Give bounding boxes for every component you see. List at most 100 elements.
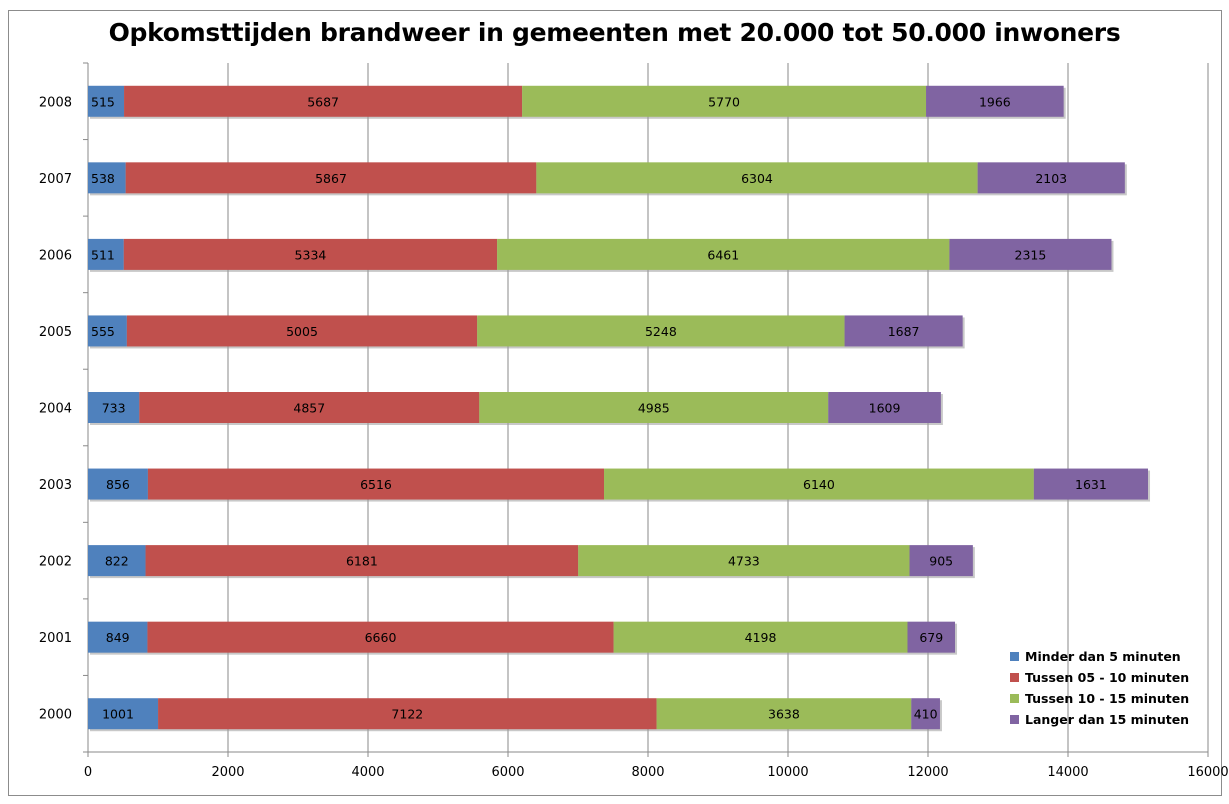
bar-segment <box>477 315 845 347</box>
bar-segment <box>88 698 159 730</box>
data-label: 733 <box>102 401 126 416</box>
bar-segment <box>497 238 950 270</box>
x-tick-label: 14000 <box>1047 765 1088 780</box>
bar-segment <box>88 392 140 423</box>
data-label: 6516 <box>360 477 392 492</box>
bar-segment <box>123 238 498 270</box>
bar-segment <box>926 85 1064 117</box>
data-label: 5005 <box>286 324 318 339</box>
x-tick-label: 10000 <box>767 765 808 780</box>
data-label: 1687 <box>888 324 920 339</box>
x-tick-label: 6000 <box>491 765 524 780</box>
data-label: 5334 <box>295 247 327 262</box>
bar-segment <box>88 162 126 194</box>
legend-swatch <box>1010 715 1019 724</box>
data-label: 1609 <box>869 401 901 416</box>
bar-segment <box>479 392 829 423</box>
bar-segment <box>977 162 1125 194</box>
data-label: 511 <box>91 247 115 262</box>
data-label: 1966 <box>979 94 1011 109</box>
bar-segment <box>578 545 910 577</box>
y-tick-label: 2006 <box>39 248 72 263</box>
legend-item: Tussen 05 - 10 minuten <box>1010 667 1215 688</box>
y-tick-label: 2008 <box>39 95 72 110</box>
x-tick-label: 8000 <box>631 765 664 780</box>
data-label: 822 <box>105 554 129 569</box>
bar-segment <box>828 392 941 423</box>
legend-item: Tussen 10 - 15 minuten <box>1010 688 1215 709</box>
legend-label: Langer dan 15 minuten <box>1025 712 1190 727</box>
data-label: 3638 <box>768 707 800 722</box>
bar-segment <box>139 392 480 423</box>
y-tick-label: 2005 <box>39 325 72 340</box>
data-label: 1001 <box>102 707 134 722</box>
bar-segment <box>522 85 927 117</box>
data-label: 679 <box>919 630 943 645</box>
bar-segment <box>158 698 657 730</box>
y-tick-label: 2004 <box>39 402 72 417</box>
bar-segment <box>147 621 614 653</box>
data-label: 515 <box>91 94 115 109</box>
bar-segment <box>604 468 1034 500</box>
legend-swatch <box>1010 694 1019 703</box>
chart-title: Opkomsttijden brandweer in gemeenten met… <box>108 18 1121 47</box>
legend-swatch <box>1010 673 1019 682</box>
legend-label: Minder dan 5 minuten <box>1025 649 1181 664</box>
x-tick-label: 12000 <box>907 765 948 780</box>
data-label: 555 <box>91 324 115 339</box>
legend-swatch <box>1010 652 1019 661</box>
data-label: 5770 <box>708 94 740 109</box>
bar-segment <box>844 315 963 347</box>
x-tick-label: 2000 <box>211 765 244 780</box>
legend-label: Tussen 05 - 10 minuten <box>1025 670 1190 685</box>
data-label: 2103 <box>1035 171 1067 186</box>
bar-segment <box>88 85 125 117</box>
bar-segment <box>124 85 523 117</box>
bar-segment <box>88 315 127 347</box>
x-tick-label: 0 <box>84 765 92 780</box>
data-label: 4857 <box>293 401 325 416</box>
data-label: 849 <box>106 630 130 645</box>
bar-segment <box>147 468 605 500</box>
x-tick-label: 16000 <box>1187 765 1228 780</box>
y-tick-label: 2001 <box>39 631 72 646</box>
data-label: 6181 <box>346 554 378 569</box>
y-tick-label: 2002 <box>39 555 72 570</box>
bar-segment <box>536 162 978 194</box>
bar-segment <box>909 545 973 577</box>
data-label: 5687 <box>307 94 339 109</box>
bar-segment <box>145 545 579 577</box>
data-label: 1631 <box>1075 477 1107 492</box>
y-tick-label: 2007 <box>39 172 72 187</box>
legend-item: Minder dan 5 minuten <box>1010 646 1215 667</box>
y-tick-label: 2000 <box>39 708 72 723</box>
bar-segment <box>656 698 912 730</box>
data-label: 856 <box>106 477 130 492</box>
bar-segment <box>88 238 124 270</box>
bar-segment <box>126 315 478 347</box>
data-label: 4198 <box>745 630 777 645</box>
data-label: 6461 <box>707 247 739 262</box>
data-label: 5248 <box>645 324 677 339</box>
bar-segment <box>1033 468 1149 500</box>
data-label: 4985 <box>638 401 670 416</box>
data-label: 538 <box>91 171 115 186</box>
legend-item: Langer dan 15 minuten <box>1010 709 1215 730</box>
bar-segment <box>911 698 940 730</box>
legend-label: Tussen 10 - 15 minuten <box>1025 691 1190 706</box>
bar-segment <box>88 621 148 653</box>
y-tick-label: 2003 <box>39 478 72 493</box>
bar-segment <box>88 468 148 500</box>
data-label: 2315 <box>1015 247 1047 262</box>
data-label: 6140 <box>803 477 835 492</box>
x-tick-label: 4000 <box>351 765 384 780</box>
bar-segment <box>613 621 908 653</box>
data-label: 4733 <box>728 554 760 569</box>
data-label: 410 <box>914 707 938 722</box>
chart-legend: Minder dan 5 minuten Tussen 05 - 10 minut… <box>1010 646 1215 730</box>
data-label: 905 <box>929 554 953 569</box>
data-label: 5867 <box>315 171 347 186</box>
bar-segment <box>949 238 1112 270</box>
bar-segment <box>907 621 956 653</box>
